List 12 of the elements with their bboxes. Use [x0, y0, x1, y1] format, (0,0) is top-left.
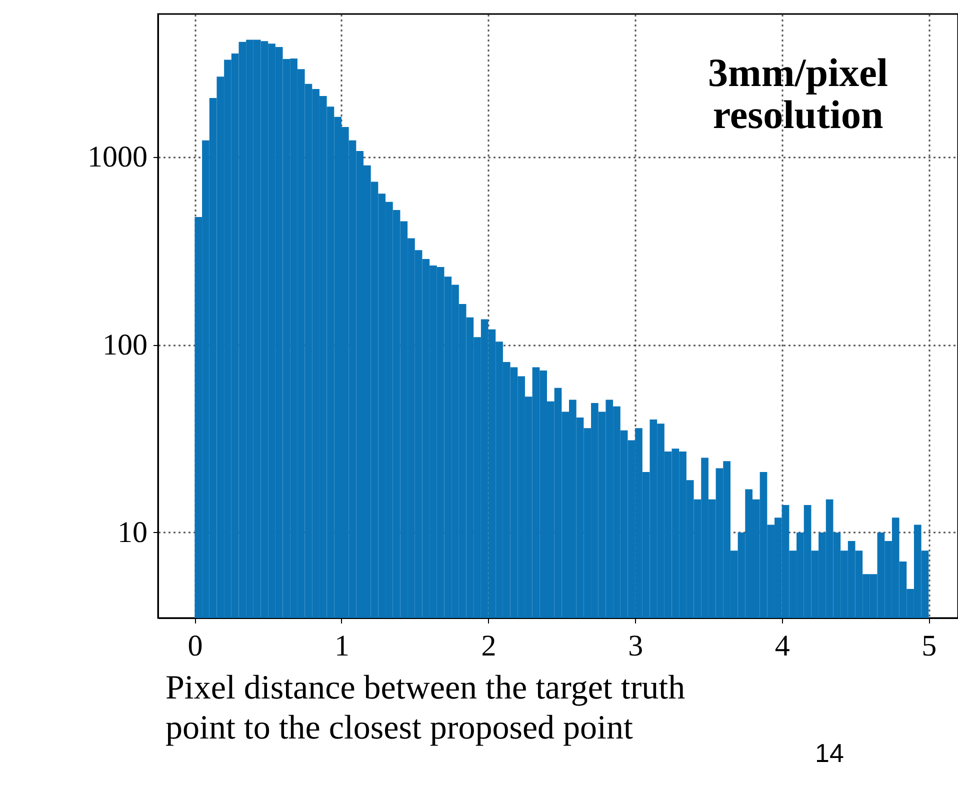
- x-tick-label: 3: [628, 630, 644, 662]
- x-tick-label: 5: [922, 630, 937, 662]
- x-tick-label: 4: [774, 630, 790, 662]
- y-tick-label: 1000: [88, 140, 148, 174]
- y-tick-label: 100: [102, 328, 148, 362]
- x-tick-label: 1: [334, 630, 350, 662]
- annotation: 3mm/pixel resolution: [708, 50, 888, 137]
- y-tick-label: 10: [118, 516, 148, 549]
- x-axis-title: Pixel distance between the target truth point to the closest proposed point: [166, 670, 686, 746]
- text: 14: [815, 738, 844, 769]
- x-tick-label: 0: [188, 630, 203, 662]
- x-tick-label: 2: [481, 630, 496, 662]
